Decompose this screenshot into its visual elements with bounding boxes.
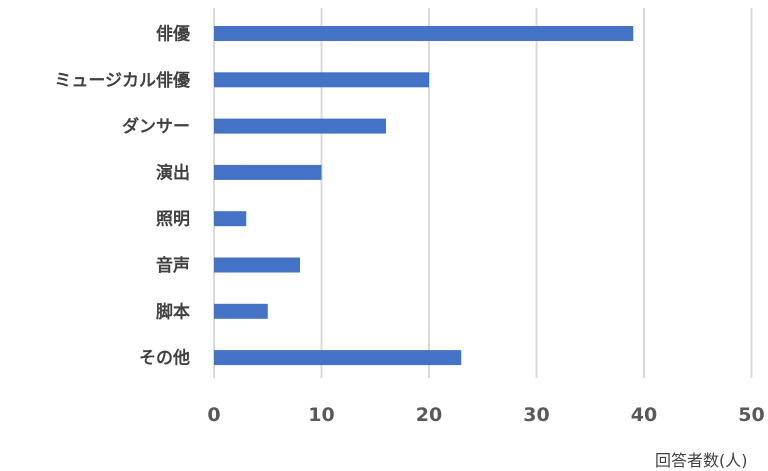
- bar: [214, 303, 268, 319]
- bar: [214, 72, 429, 88]
- bar: [214, 164, 322, 180]
- gridlines: [213, 8, 753, 378]
- category-label: 俳優: [156, 24, 191, 45]
- category-label: ダンサー: [122, 116, 190, 137]
- x-tick-label: 30: [523, 404, 549, 426]
- category-label: 脚本: [156, 301, 190, 322]
- x-tick-label: 0: [207, 404, 220, 426]
- category-label: 音声: [156, 255, 190, 276]
- bars: [214, 26, 634, 366]
- x-axis-title: 回答者数(人): [655, 451, 748, 470]
- category-label: 演出: [156, 162, 190, 183]
- x-tick-label: 10: [308, 404, 334, 426]
- x-tick-labels: 0 10 20 30 40 50: [207, 404, 764, 426]
- bar: [214, 118, 386, 134]
- category-label: その他: [139, 348, 190, 369]
- category-label: 照明: [156, 210, 190, 230]
- bar: [214, 257, 300, 273]
- x-tick-label: 40: [631, 404, 657, 426]
- x-tick-label: 20: [416, 404, 442, 426]
- x-tick-label: 50: [738, 404, 764, 426]
- bar: [214, 26, 634, 41]
- category-label: ミュージカル俳優: [54, 70, 191, 91]
- bar: [214, 350, 462, 366]
- bar: [214, 211, 247, 227]
